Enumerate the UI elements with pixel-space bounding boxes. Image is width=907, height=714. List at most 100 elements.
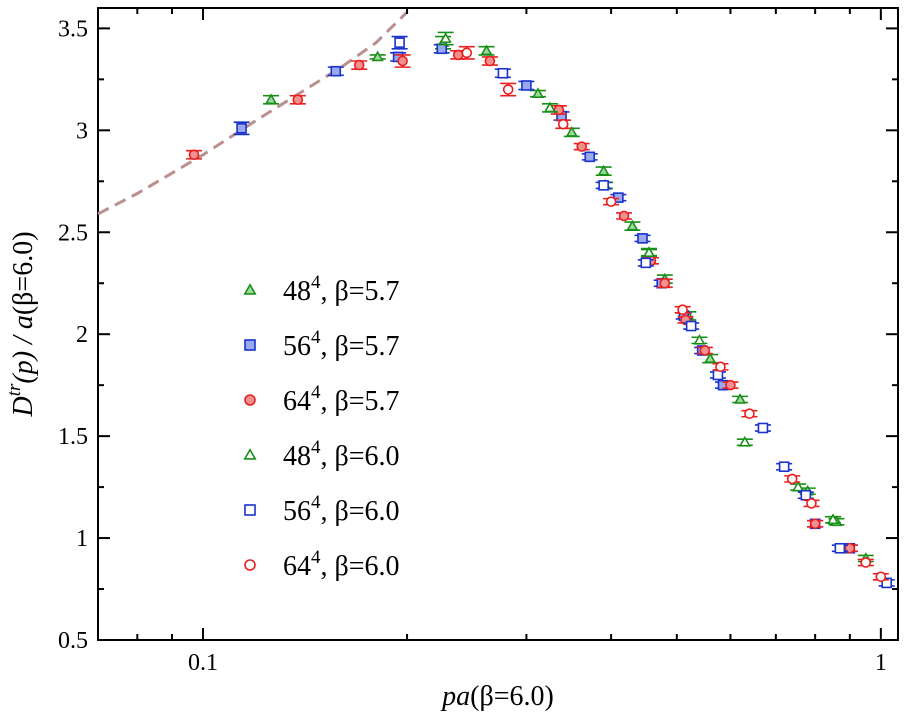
marker-circle <box>786 473 798 485</box>
legend-entry: 644, β=6.0 <box>244 547 400 582</box>
data-point <box>595 180 612 191</box>
marker-triangle <box>531 87 545 98</box>
marker-square <box>521 80 532 91</box>
marker-circle <box>502 84 514 95</box>
marker-triangle <box>480 44 493 56</box>
data-point <box>581 151 598 163</box>
marker-circle <box>452 49 464 61</box>
marker-circle <box>809 518 821 530</box>
marker-triangle <box>693 333 706 345</box>
legend-label: 564, β=6.0 <box>283 492 400 527</box>
marker-circle <box>353 59 365 71</box>
marker-circle <box>188 149 200 161</box>
marker-circle <box>461 47 473 59</box>
marker-triangle <box>565 126 578 137</box>
y-tick-label: 0.5 <box>58 628 88 654</box>
marker-triangle <box>597 164 610 176</box>
marker-circle <box>244 559 256 571</box>
marker-square <box>394 37 405 48</box>
y-tick-label: 1 <box>76 526 88 552</box>
marker-triangle <box>243 283 257 295</box>
data-point <box>458 45 475 60</box>
data-point <box>478 44 495 56</box>
y-tick-label: 1.5 <box>58 424 88 450</box>
marker-circle <box>618 210 630 222</box>
data-point <box>712 361 729 373</box>
legend-entry: 564, β=5.7 <box>244 327 400 362</box>
legend-entry: 644, β=5.7 <box>244 382 400 417</box>
data-point <box>289 94 306 106</box>
marker-circle <box>860 557 872 568</box>
y-axis-title: Dtr(p) / a(β=6.0) <box>4 231 39 417</box>
data-point <box>634 233 651 244</box>
legend-entry: 484, β=6.0 <box>243 437 400 472</box>
data-point <box>656 277 673 289</box>
marker-triangle <box>626 219 639 231</box>
legend-entry: 564, β=6.0 <box>244 492 400 527</box>
marker-triangle <box>243 448 257 460</box>
data-point <box>541 101 558 113</box>
data-point <box>263 93 280 105</box>
data-point <box>603 196 620 207</box>
marker-circle <box>557 118 569 130</box>
data-point <box>351 59 368 71</box>
data-point <box>369 50 386 62</box>
marker-circle <box>806 498 817 509</box>
data-point <box>831 542 848 554</box>
data-point <box>394 54 411 68</box>
marker-triangle <box>543 101 557 113</box>
data-point <box>857 557 874 568</box>
series-5 <box>458 45 889 583</box>
data-point <box>803 498 820 509</box>
marker-circle <box>605 196 617 207</box>
data-point <box>825 513 842 525</box>
data-point <box>595 164 612 176</box>
y-tick-label: 2 <box>76 322 88 348</box>
data-point <box>722 379 739 391</box>
marker-square <box>244 339 256 351</box>
marker-square <box>778 461 790 473</box>
marker-triangle <box>264 93 278 105</box>
marker-square <box>881 577 892 589</box>
series-4 <box>391 35 895 589</box>
marker-circle <box>292 94 304 106</box>
marker-square <box>244 504 256 516</box>
data-point <box>691 333 708 345</box>
ticks-layer: 0.5 1 1.5 2 2.5 3 3.5 0.1 1 <box>58 8 898 676</box>
marker-triangle <box>704 352 717 364</box>
series-2 <box>186 49 858 554</box>
marker-square <box>637 233 648 244</box>
marker-circle <box>715 361 726 373</box>
data-point <box>186 149 203 161</box>
legend-label: 564, β=5.7 <box>283 327 400 362</box>
marker-triangle <box>792 480 805 492</box>
data-point <box>641 246 658 257</box>
data-point <box>563 126 580 138</box>
x-tick-label: 1 <box>875 650 887 676</box>
marker-circle <box>677 304 688 316</box>
marker-triangle <box>826 513 840 525</box>
data-point <box>518 80 535 91</box>
marker-triangle <box>642 246 656 257</box>
data-point <box>616 210 633 222</box>
marker-square <box>584 151 596 163</box>
data-point <box>637 257 654 269</box>
marker-triangle <box>439 32 452 43</box>
data-point <box>741 408 758 420</box>
x-tick-label: 0.1 <box>188 650 218 676</box>
data-point <box>807 518 824 530</box>
y-tick-label: 2.5 <box>58 220 88 246</box>
data-point <box>391 35 408 50</box>
data-point <box>696 345 713 356</box>
fit-curve-layer <box>97 11 409 216</box>
data-point <box>437 31 454 46</box>
legend-label: 484, β=5.7 <box>283 272 400 307</box>
y-tick-label: 3.5 <box>58 16 88 42</box>
marker-circle <box>397 55 408 67</box>
marker-triangle <box>734 393 747 404</box>
data-point <box>683 320 700 332</box>
data-point <box>327 65 344 77</box>
marker-square <box>800 489 812 501</box>
marker-circle <box>725 379 736 391</box>
